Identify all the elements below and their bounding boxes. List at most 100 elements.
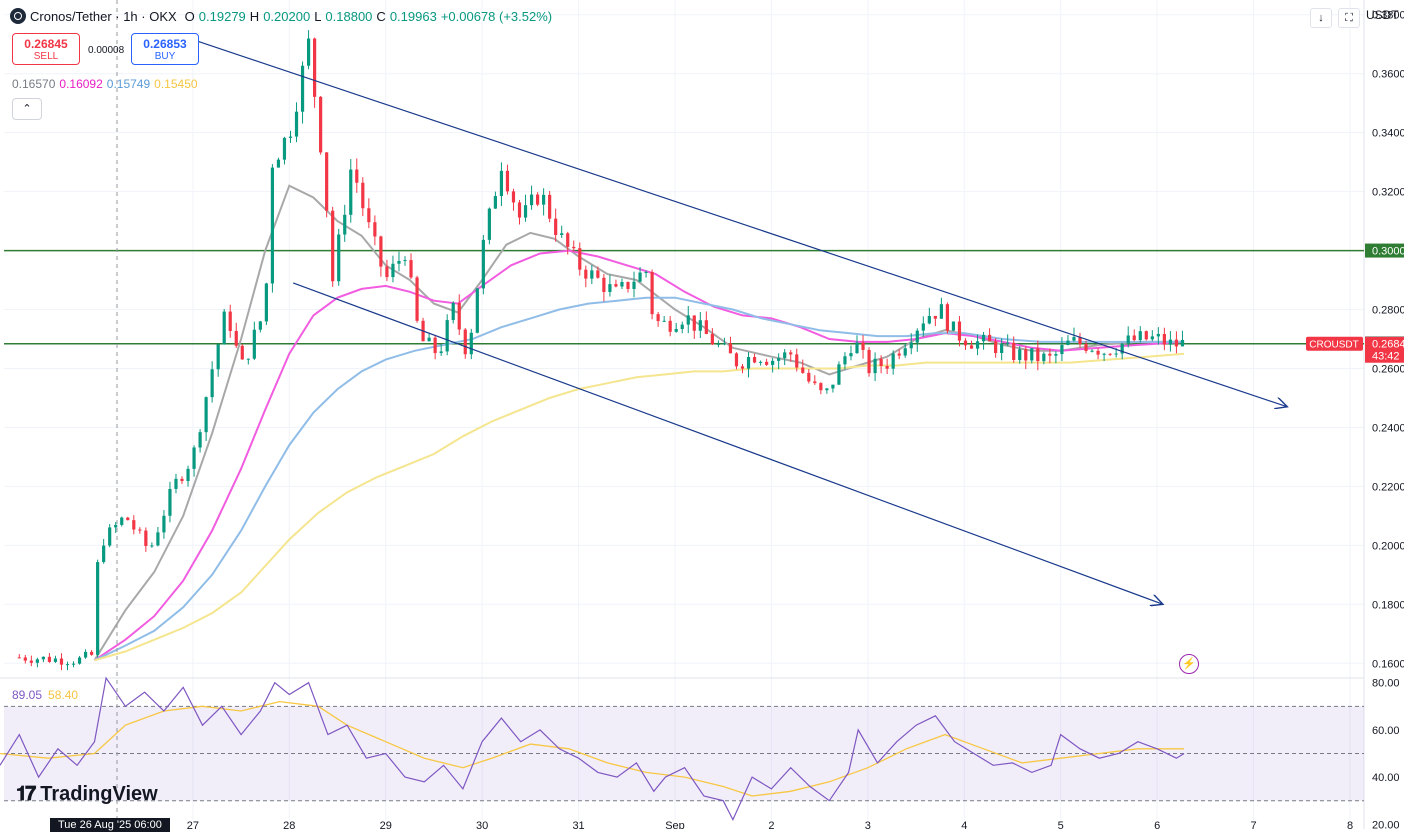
rsi-tick-label: 20.00 [1372,819,1400,829]
candle-body [1162,333,1166,345]
candle-body [698,320,702,331]
download-icon[interactable]: ↓ [1310,8,1332,28]
candle-body [1048,353,1052,356]
candle-body [1138,331,1142,341]
spread-value: 0.00008 [88,45,125,56]
candle-body [668,320,672,332]
rsi-line [0,676,1185,821]
candle-body [734,353,739,367]
candle-body [83,651,88,658]
rsi-legend[interactable]: 89.05 58.40 [12,688,78,702]
time-tick-label: 4 [961,820,967,829]
candle-body [771,360,775,365]
currency-label[interactable]: USDT [1366,8,1399,22]
candle-body [312,38,317,97]
candle-body [1168,339,1173,345]
candle-body [1012,342,1016,361]
lightning-icon[interactable]: ⚡ [1179,654,1199,674]
price-axis-label-bg [1365,243,1404,258]
rsi-value: 89.05 [12,688,43,702]
candle-body [728,343,733,354]
sell-price: 0.26845 [24,37,68,51]
candle-body [457,302,461,330]
time-tick-label: 5 [1058,820,1064,829]
candle-body [1084,344,1088,352]
ma-legend[interactable]: 0.16570 0.16092 0.15749 0.15450 [12,77,198,91]
candle-body [819,383,823,391]
candle-body [487,208,491,240]
candle-body [403,260,407,262]
candle-body [264,283,268,322]
candle-body [397,260,401,264]
candle-body [969,345,974,349]
symbol-tag: CROUSDT [1309,340,1358,351]
candle-body [168,488,172,516]
candle-body [1102,353,1106,355]
candle-body [1132,335,1136,341]
candle-body [674,329,678,332]
candle-body [71,663,76,665]
candle-body [1078,337,1082,345]
low-label: L [314,8,322,24]
candle-body [843,356,847,365]
price-tick-label: 0.3800 [1372,10,1404,22]
candle-body [915,330,919,343]
candle-body [198,432,202,448]
tradingview-wordmark: TradingView [40,783,158,805]
candle-body [1126,335,1130,344]
candle-body [138,529,142,531]
ma1-value: 0.16570 [12,77,56,91]
candle-body [385,266,389,278]
candle-body [650,271,654,315]
symbol-title[interactable]: Cronos/Tether · 1h · OKX [30,8,177,24]
candle-body [204,397,208,433]
candle-body [987,334,992,342]
candle-body [481,239,485,289]
candle-body [409,260,413,278]
candle-body [644,271,648,273]
candle-body [795,354,799,368]
candle-body [1174,339,1179,347]
candle-body [861,342,865,350]
candle-body [891,353,895,369]
buy-label: BUY [154,51,176,62]
candle-body [740,366,745,369]
collapse-legend-button[interactable]: ⌃ [12,98,42,120]
candle-body [210,369,214,398]
candle-body [873,358,877,374]
candle-body [548,194,552,219]
candle-body [349,169,353,215]
candle-body [391,263,395,278]
price-tick-label: 0.2600 [1372,363,1404,375]
candle-body [542,194,546,205]
candle-body [174,478,178,489]
time-tick-label: 27 [187,820,199,829]
candle-body [1114,353,1118,355]
candle-body [53,658,58,662]
candle-body [41,656,45,660]
candle-body [1042,353,1046,362]
rsi-ma-value: 58.40 [48,688,79,702]
candle-body [252,329,256,359]
tradingview-logo[interactable]: 𝟏𝟕 TradingView [16,783,158,806]
price-tick-label: 0.2200 [1372,481,1404,493]
candle-body [427,337,431,342]
candle-body [692,315,696,331]
candle-body [1000,343,1004,354]
ma4-line [94,352,1185,662]
time-tick-label: 30 [476,820,488,829]
candle-body [59,658,64,665]
candle-body [535,194,540,205]
candle-body [469,332,473,355]
candle-body [325,152,329,211]
time-tick-label: Sep [665,820,685,829]
price-tick-label: 0.1800 [1372,599,1404,611]
buy-button[interactable]: 0.26853 BUY [131,33,199,65]
candle-body [933,315,937,319]
sell-button[interactable]: 0.26845 SELL [12,33,80,65]
symbol-header: Cronos/Tether · 1h · OKX O 0.19279 H 0.202… [10,8,552,24]
fullscreen-icon[interactable]: ⛶ [1338,8,1360,28]
time-tick-label: 3 [865,820,871,829]
ma2-value: 0.16092 [59,77,103,91]
